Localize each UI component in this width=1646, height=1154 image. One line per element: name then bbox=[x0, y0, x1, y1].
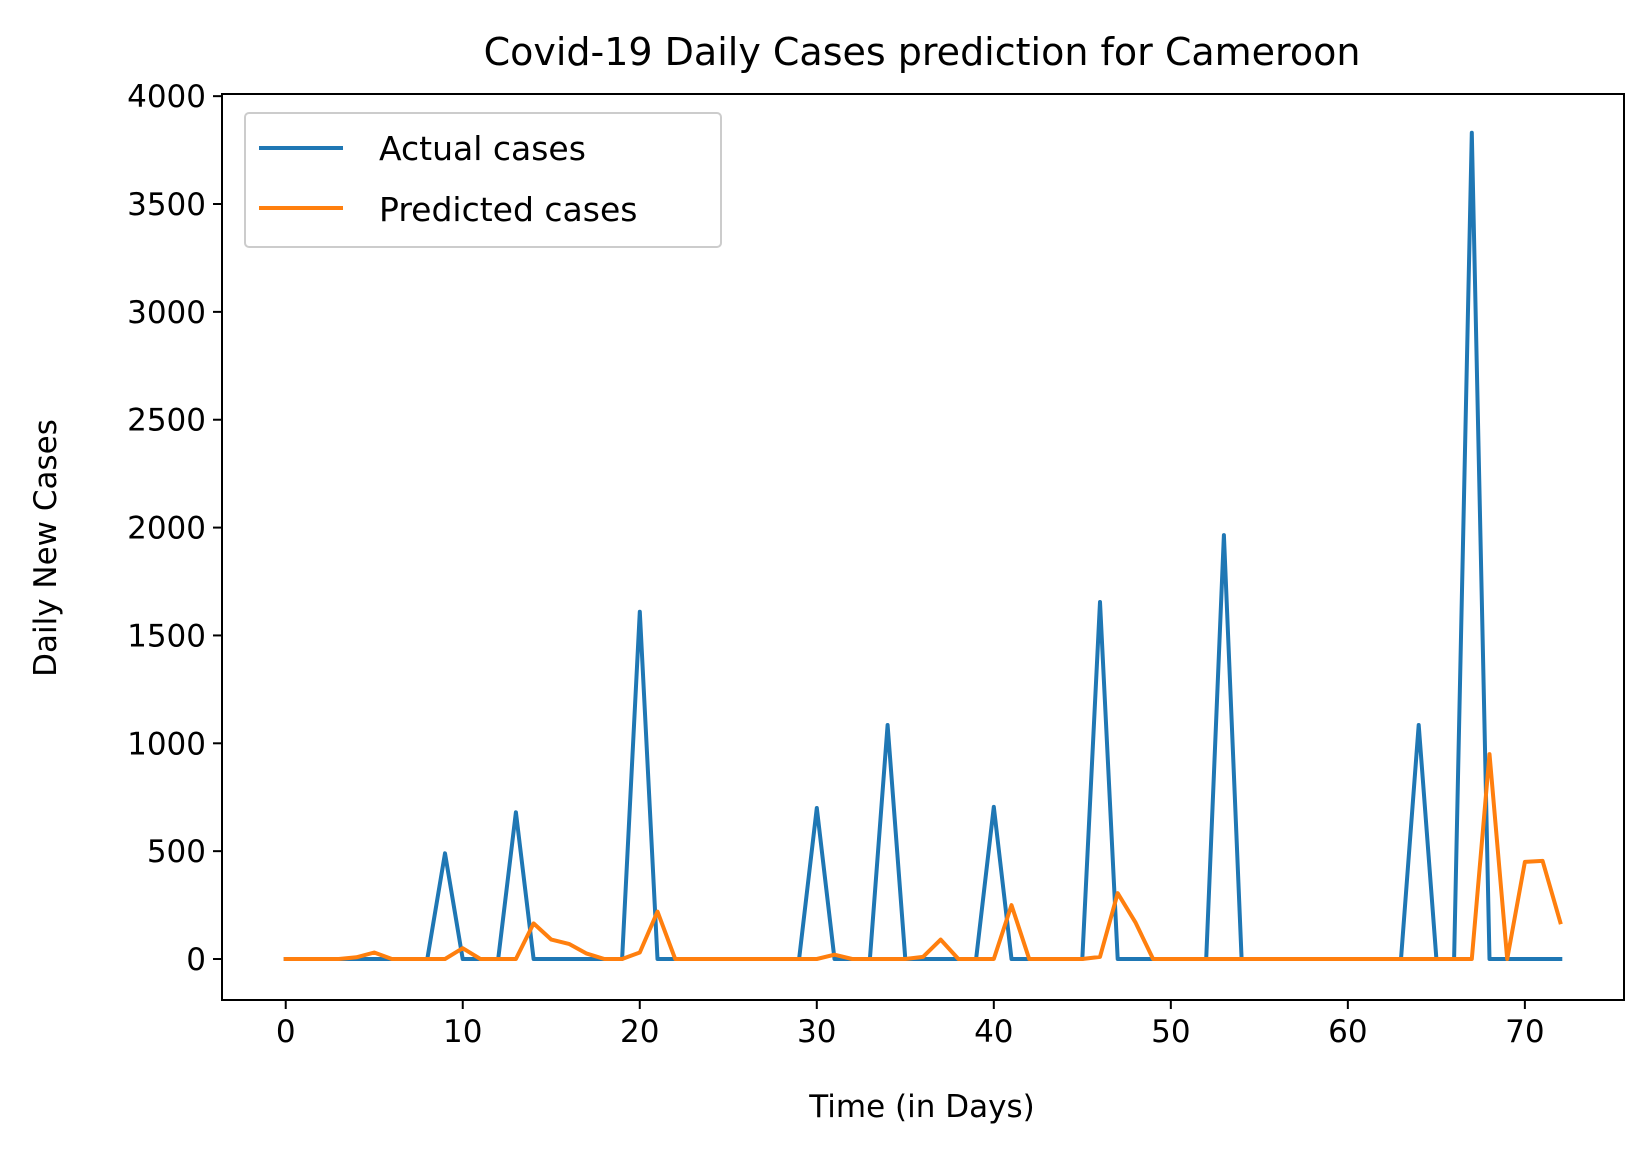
x-tick-label: 30 bbox=[797, 1014, 836, 1050]
x-tick-label: 10 bbox=[443, 1014, 482, 1050]
y-tick-label: 4000 bbox=[127, 79, 206, 115]
x-tick-label: 60 bbox=[1328, 1014, 1367, 1050]
x-tick-label: 0 bbox=[276, 1014, 296, 1050]
y-axis-title: Daily New Cases bbox=[28, 419, 64, 677]
y-tick-label: 3500 bbox=[127, 187, 206, 223]
y-tick-label: 2500 bbox=[127, 403, 206, 439]
series-line-predicted bbox=[283, 752, 1563, 961]
x-tick-label: 70 bbox=[1505, 1014, 1544, 1050]
chart-title: Covid-19 Daily Cases prediction for Came… bbox=[484, 30, 1361, 74]
x-axis-title: Time (in Days) bbox=[808, 1089, 1034, 1125]
y-tick-label: 2000 bbox=[127, 511, 206, 547]
x-tick-label: 20 bbox=[620, 1014, 659, 1050]
axes-layer: 0 10 20 30 40 50 60 70 0 500 1000 1500 2000 2500 3000 3… bbox=[127, 79, 1625, 1050]
y-tick-label: 1000 bbox=[127, 726, 206, 762]
y-tick-label: 0 bbox=[186, 942, 206, 978]
y-tick-label: 3000 bbox=[127, 295, 206, 331]
legend: Actual cases Predicted cases bbox=[244, 112, 722, 248]
legend-box bbox=[244, 112, 722, 248]
plot-frame bbox=[221, 93, 1625, 1001]
legend-label-predicted: Predicted cases bbox=[379, 190, 637, 229]
legend-label-actual: Actual cases bbox=[379, 129, 586, 168]
y-tick-label: 1500 bbox=[127, 618, 206, 654]
x-tick-label: 50 bbox=[1151, 1014, 1190, 1050]
series-layer bbox=[283, 130, 1563, 961]
x-tick-label: 40 bbox=[974, 1014, 1013, 1050]
y-tick-label: 500 bbox=[147, 834, 206, 870]
